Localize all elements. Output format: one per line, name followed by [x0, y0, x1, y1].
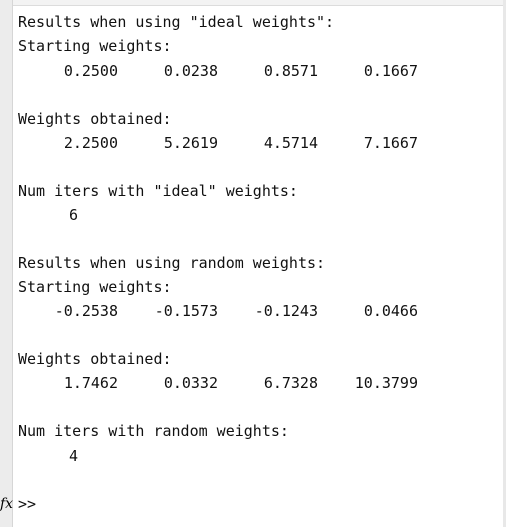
random-weights-obtained-label: Weights obtained: [18, 350, 172, 368]
left-gutter [0, 0, 13, 527]
random-iters-value: 4 [69, 447, 79, 465]
weight-value: -0.1573 [154, 302, 218, 320]
weight-value: 7.1667 [363, 134, 418, 152]
right-edge [503, 0, 506, 527]
weight-value: 0.1667 [363, 62, 418, 80]
weight-value: 0.0466 [363, 302, 418, 320]
ideal-starting-weights-label: Starting weights: [18, 37, 172, 55]
random-results-header: Results when using random weights: [18, 254, 326, 272]
weight-value: 0.8571 [263, 62, 318, 80]
weight-value: 4.5714 [263, 134, 318, 152]
weight-value: 6.7328 [263, 374, 318, 392]
weight-value: -0.1243 [254, 302, 318, 320]
ideal-weights-obtained-label: Weights obtained: [18, 110, 172, 128]
weight-value: 1.7462 [63, 374, 118, 392]
random-iters-label: Num iters with random weights: [18, 422, 289, 440]
weight-value: 0.0332 [163, 374, 218, 392]
ideal-starting-weights-row: 0.2500 0.0238 0.8571 0.1667 [18, 61, 498, 81]
weight-value: 0.0238 [163, 62, 218, 80]
random-starting-weights-row: -0.2538 -0.1573 -0.1243 0.0466 [18, 301, 498, 321]
weight-value: 10.3799 [354, 374, 418, 392]
weight-value: 2.2500 [63, 134, 118, 152]
ideal-results-header: Results when using "ideal weights": [18, 13, 335, 31]
prompt-symbol[interactable]: >> [18, 495, 37, 513]
weight-value: 0.2500 [63, 62, 118, 80]
ideal-weights-obtained-row: 2.2500 5.2619 4.5714 7.1667 [18, 133, 498, 153]
weight-value: 5.2619 [163, 134, 218, 152]
weight-value: -0.2538 [54, 302, 118, 320]
random-weights-obtained-row: 1.7462 0.0332 6.7328 10.3799 [18, 373, 498, 393]
random-starting-weights-label: Starting weights: [18, 278, 172, 296]
ideal-iters-label: Num iters with "ideal" weights: [18, 182, 298, 200]
ideal-iters-value: 6 [69, 206, 79, 224]
top-border [0, 0, 506, 6]
function-browser-icon[interactable]: fx [0, 496, 14, 512]
